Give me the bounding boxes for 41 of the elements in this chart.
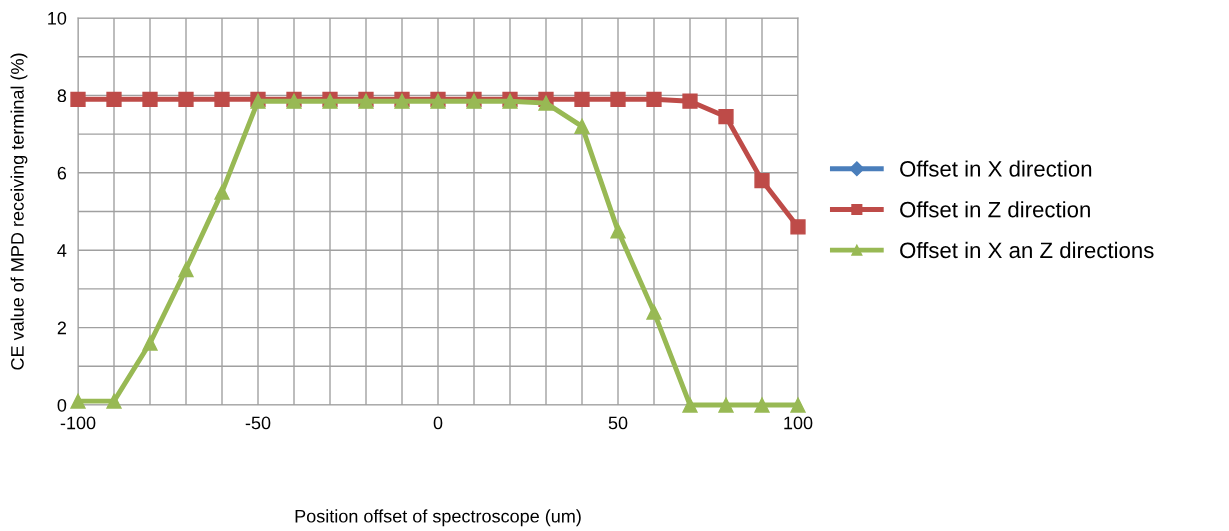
point xyxy=(682,93,698,109)
y-tick-label: 8 xyxy=(57,89,67,103)
legend-label: Offset in X an Z directions xyxy=(900,241,1154,259)
x-axis-title: Position offset of spectroscope (um) xyxy=(295,509,581,527)
point xyxy=(682,397,698,413)
x-tick-label: 0 xyxy=(433,416,443,430)
point xyxy=(106,91,122,107)
y-tick-label: 6 xyxy=(57,166,67,180)
point xyxy=(70,91,86,107)
point xyxy=(214,184,230,200)
point xyxy=(178,91,194,107)
point xyxy=(214,91,230,107)
point xyxy=(106,393,122,409)
x-tick-label: -50 xyxy=(245,416,271,430)
y-tick-label: 10 xyxy=(48,11,67,25)
y-tick-label: 2 xyxy=(57,321,66,335)
y-axis-title: CE value of MPD receiving terminal (%) xyxy=(10,53,28,370)
point xyxy=(142,335,158,351)
legend-label: Offset in Z direction xyxy=(900,201,1090,218)
y-tick-label: 4 xyxy=(57,244,67,257)
y-tick-label: 0 xyxy=(57,398,67,412)
point xyxy=(70,393,86,409)
point xyxy=(574,118,590,134)
point xyxy=(790,397,806,413)
point xyxy=(646,304,662,320)
point xyxy=(610,223,626,239)
point xyxy=(754,172,770,189)
point xyxy=(574,91,590,107)
point xyxy=(718,109,734,125)
point xyxy=(718,397,734,413)
point xyxy=(646,91,662,107)
x-tick-label: 100 xyxy=(784,416,813,430)
point xyxy=(610,91,626,107)
x-tick-label: -100 xyxy=(60,416,96,430)
legend-label: Offset in X direction xyxy=(900,160,1092,177)
x-tick-label: 50 xyxy=(608,416,628,430)
point xyxy=(178,261,194,278)
point xyxy=(142,91,158,107)
point xyxy=(754,397,770,413)
point xyxy=(538,95,554,111)
point xyxy=(790,219,806,235)
